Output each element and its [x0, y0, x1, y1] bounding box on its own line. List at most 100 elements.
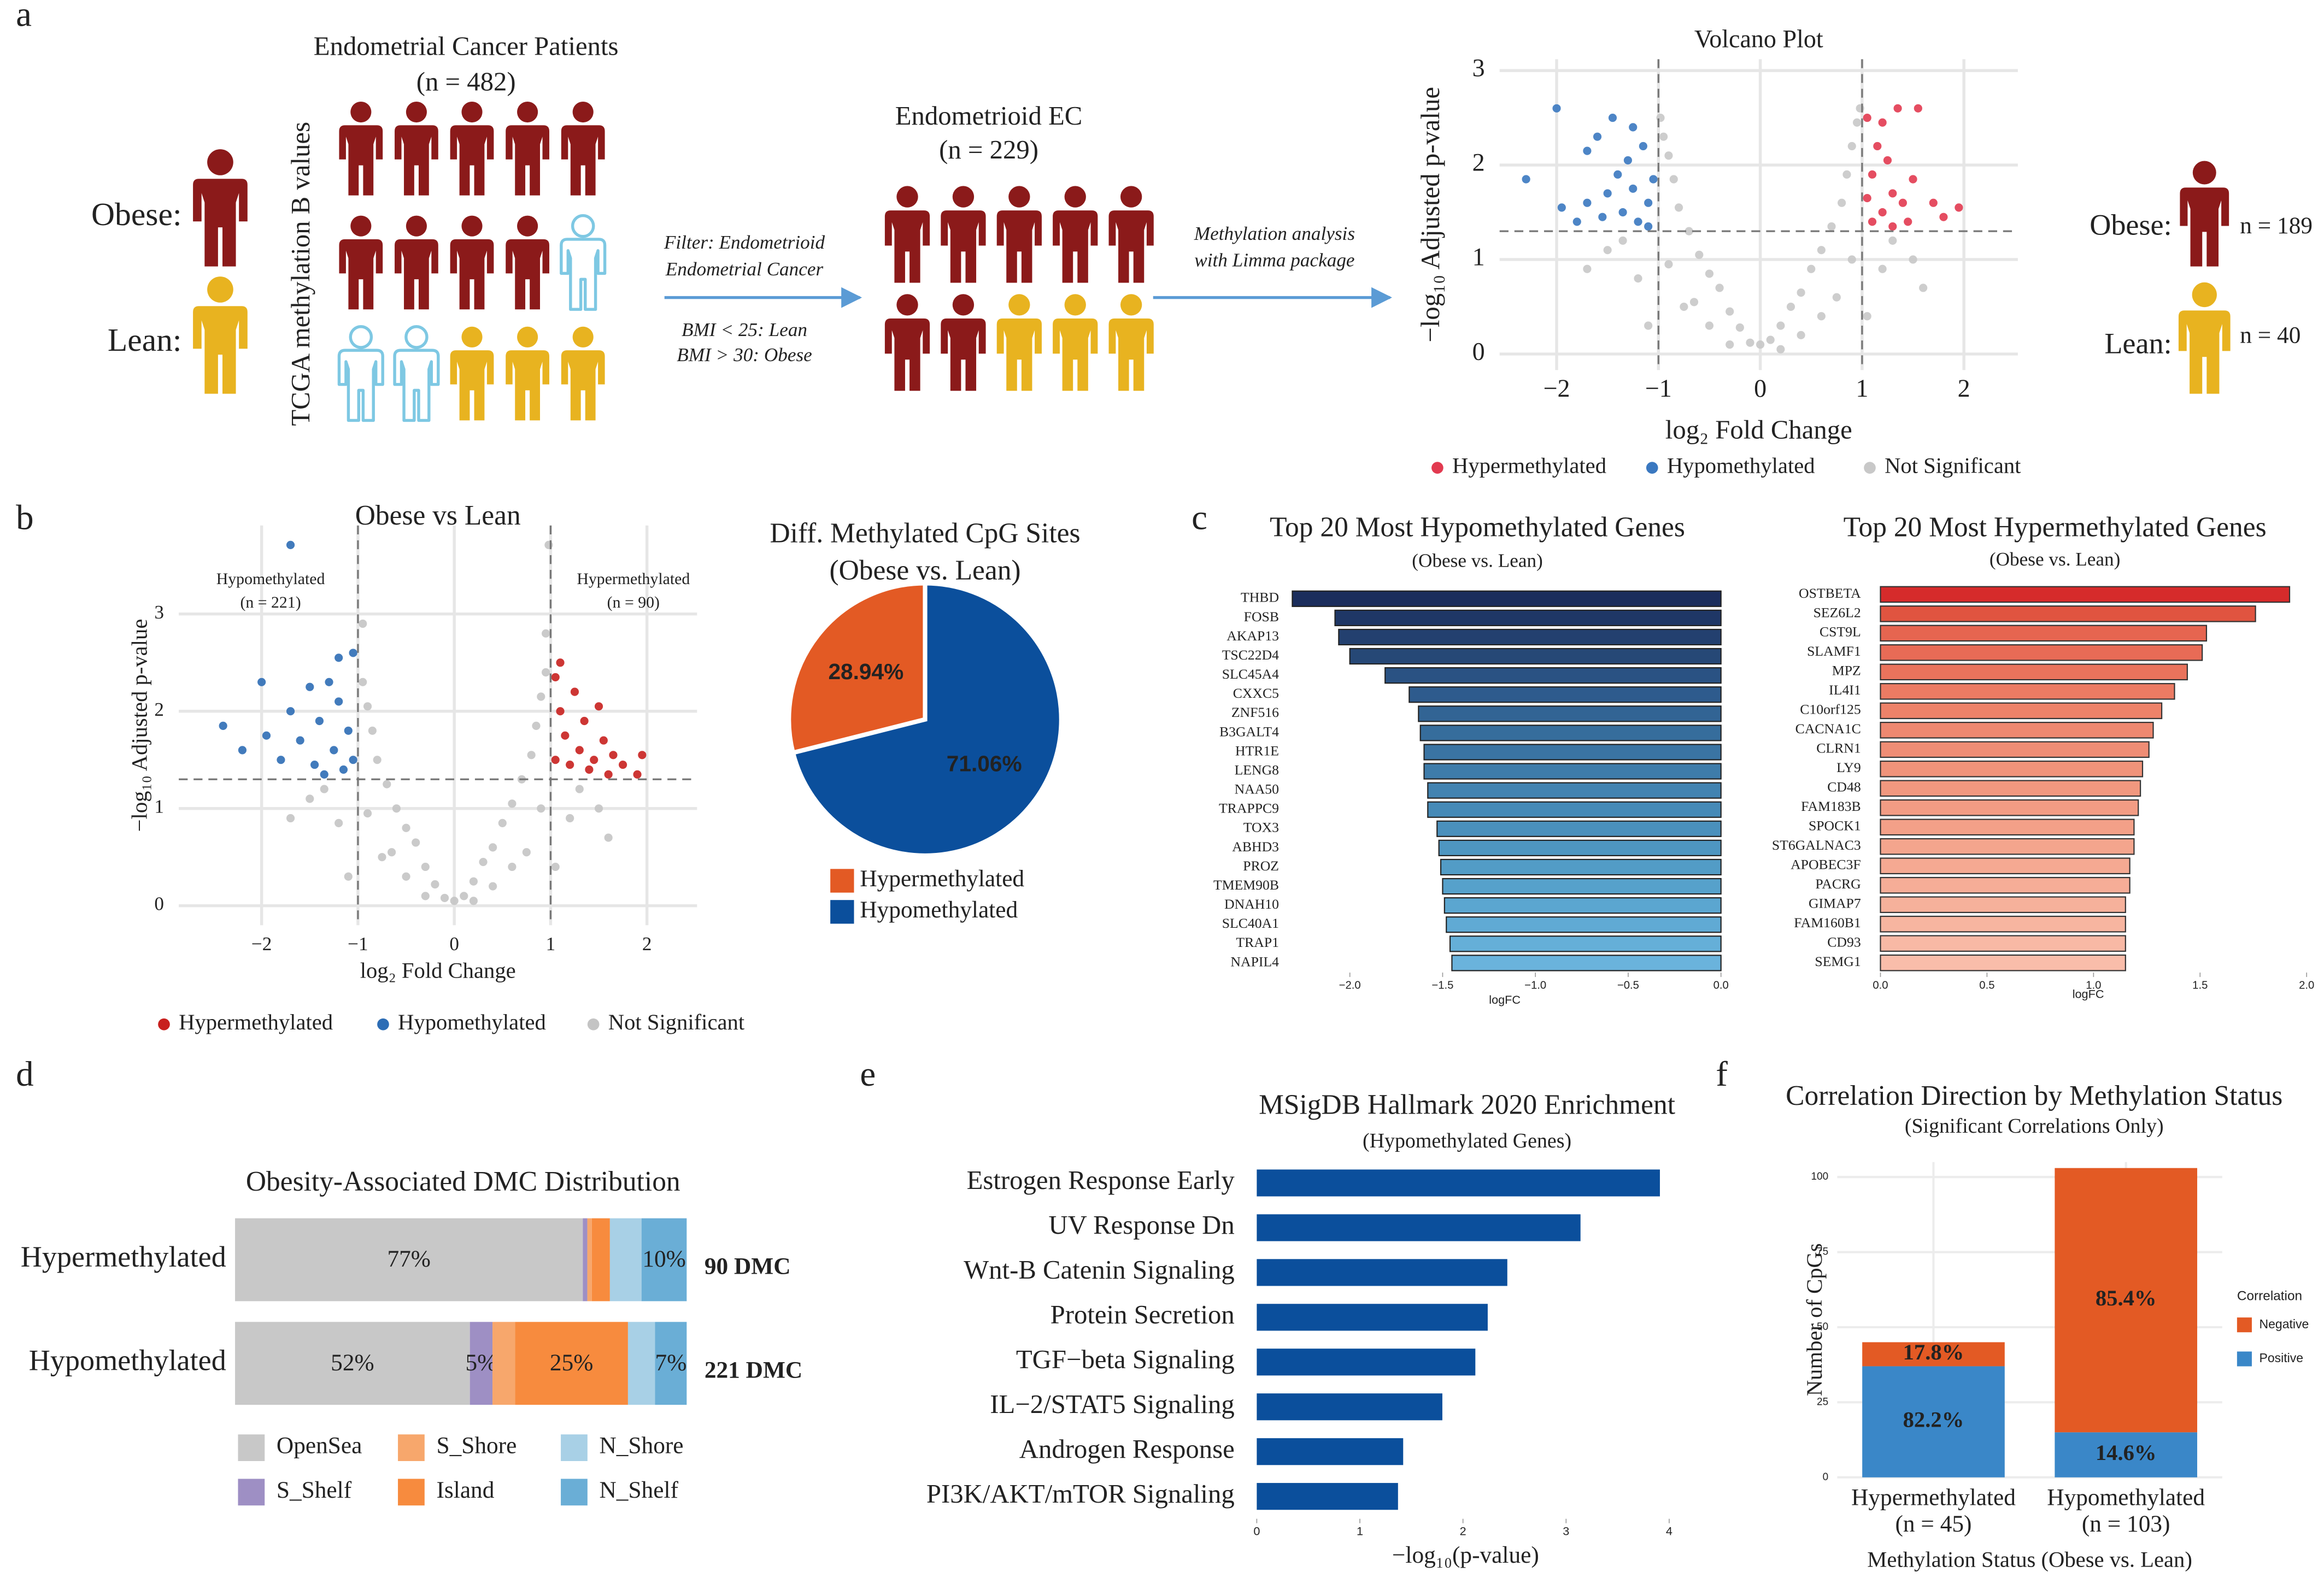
- x-axis-label: logFC: [2073, 987, 2104, 1000]
- x-tick-label: 1: [1856, 374, 1868, 402]
- bar: [1880, 819, 2135, 836]
- person-head: [461, 215, 483, 237]
- bar: [1880, 683, 2175, 700]
- category-label: TSC22D4: [1222, 647, 1279, 663]
- data-point: [1847, 255, 1856, 264]
- data-point: [450, 897, 459, 905]
- data-point: [604, 770, 613, 779]
- data-point: [1919, 284, 1928, 292]
- data-point: [1776, 321, 1785, 330]
- panel-label: c: [1192, 498, 1207, 538]
- data-point: [1664, 260, 1673, 269]
- bar: [1880, 857, 2131, 875]
- bar-segment: [235, 1322, 470, 1405]
- share-label: 14.6%: [2096, 1440, 2157, 1465]
- data-point: [599, 736, 608, 745]
- data-point: [1705, 321, 1714, 330]
- data-point: [1618, 236, 1627, 245]
- share-label: 17.8%: [1903, 1340, 1964, 1364]
- x-tick-label: 0: [1253, 1524, 1260, 1538]
- data-point: [1735, 323, 1744, 332]
- bar-segment: [2055, 1432, 2197, 1477]
- category-label: THBD: [1241, 590, 1279, 605]
- data-point: [551, 756, 560, 764]
- category-label: CST9L: [1820, 624, 1861, 640]
- pie-slice: [787, 581, 928, 756]
- y-tick-label: 75: [1817, 1246, 1828, 1258]
- legend-label: Negative: [2260, 1317, 2309, 1331]
- data-point: [1572, 217, 1581, 226]
- chart-subtitle: (Obese vs. Lean): [1990, 549, 2120, 570]
- dmc-count: 90 DMC: [705, 1253, 791, 1280]
- bar: [1427, 801, 1722, 818]
- legend-label: Not Significant: [1885, 453, 2021, 478]
- filter-text: Endometrial Cancer: [665, 258, 824, 280]
- data-point: [1756, 340, 1765, 349]
- data-point: [334, 653, 343, 662]
- data-point: [1838, 198, 1846, 207]
- bar-segment: [235, 1218, 583, 1302]
- person-icon: [339, 215, 383, 310]
- data-point: [1888, 189, 1897, 198]
- category-label: Hypermethylated: [21, 1240, 226, 1273]
- data-point: [1914, 104, 1922, 113]
- data-point: [1649, 175, 1658, 184]
- data-point: [1715, 284, 1724, 292]
- data-point: [542, 668, 550, 677]
- person-icon: [506, 101, 549, 196]
- data-point: [460, 892, 468, 900]
- data-point: [1776, 345, 1785, 354]
- annotation: Hypermethylated: [577, 570, 690, 588]
- bar-segment: [655, 1322, 687, 1405]
- person-body: [1053, 210, 1098, 283]
- data-point: [1695, 250, 1704, 259]
- chart-title: Volcano Plot: [1694, 25, 1823, 52]
- chart-title: Correlation Direction by Methylation Sta…: [1786, 1080, 2282, 1111]
- category-label: HTR1E: [1235, 743, 1279, 758]
- category-label: B3GALT4: [1219, 723, 1279, 739]
- legend-label: Hypermethylated: [1452, 453, 1606, 478]
- chart-title: Top 20 Most Hypomethylated Genes: [1270, 512, 1685, 543]
- legend-label: Hypomethylated: [398, 1010, 546, 1034]
- x-tick-label: −2: [1544, 374, 1570, 402]
- data-point: [1598, 213, 1607, 221]
- person-head: [2192, 282, 2217, 308]
- data-point: [580, 716, 589, 726]
- person-body: [1053, 318, 1098, 391]
- y-tick-label: 0: [154, 893, 164, 915]
- y-tick-label: 2: [1472, 149, 1485, 176]
- bar-segment: [583, 1218, 588, 1302]
- data-point: [1644, 222, 1653, 231]
- category-label: TOX3: [1243, 820, 1279, 835]
- data-point: [1888, 222, 1897, 231]
- dmc-count: 221 DMC: [705, 1357, 802, 1383]
- data-point: [257, 678, 266, 686]
- data-point: [402, 872, 410, 881]
- bar: [1257, 1393, 1442, 1421]
- data-point: [262, 731, 271, 740]
- category-label: LY9: [1836, 759, 1861, 775]
- y-tick-label: 50: [1817, 1321, 1828, 1333]
- data-point: [1888, 236, 1897, 245]
- axis-label: TCGA methylation B values: [286, 122, 315, 426]
- data-point: [508, 862, 517, 872]
- bar: [1443, 897, 1722, 914]
- data-point: [1659, 132, 1668, 141]
- method-text: Methylation analysis: [1194, 223, 1355, 244]
- bmi-text: BMI > 30: Obese: [677, 344, 812, 366]
- category-note: (n = 45): [1895, 1511, 1972, 1537]
- bar: [1880, 663, 2188, 681]
- legend-label: Positive: [2260, 1351, 2304, 1365]
- category-label: CACNA1C: [1795, 721, 1861, 737]
- category-label: CD93: [1827, 934, 1861, 950]
- bar: [1451, 955, 1722, 971]
- chart-subtitle: (Hypomethylated Genes): [1363, 1129, 1571, 1152]
- data-point: [334, 819, 343, 827]
- legend-marker: [158, 1018, 170, 1031]
- bar: [1418, 705, 1722, 722]
- chart-subtitle: (Obese vs. Lean): [1412, 550, 1542, 572]
- data-point: [1842, 170, 1851, 179]
- person-icon: [2178, 282, 2231, 394]
- data-point: [402, 823, 410, 832]
- data-point: [590, 756, 598, 764]
